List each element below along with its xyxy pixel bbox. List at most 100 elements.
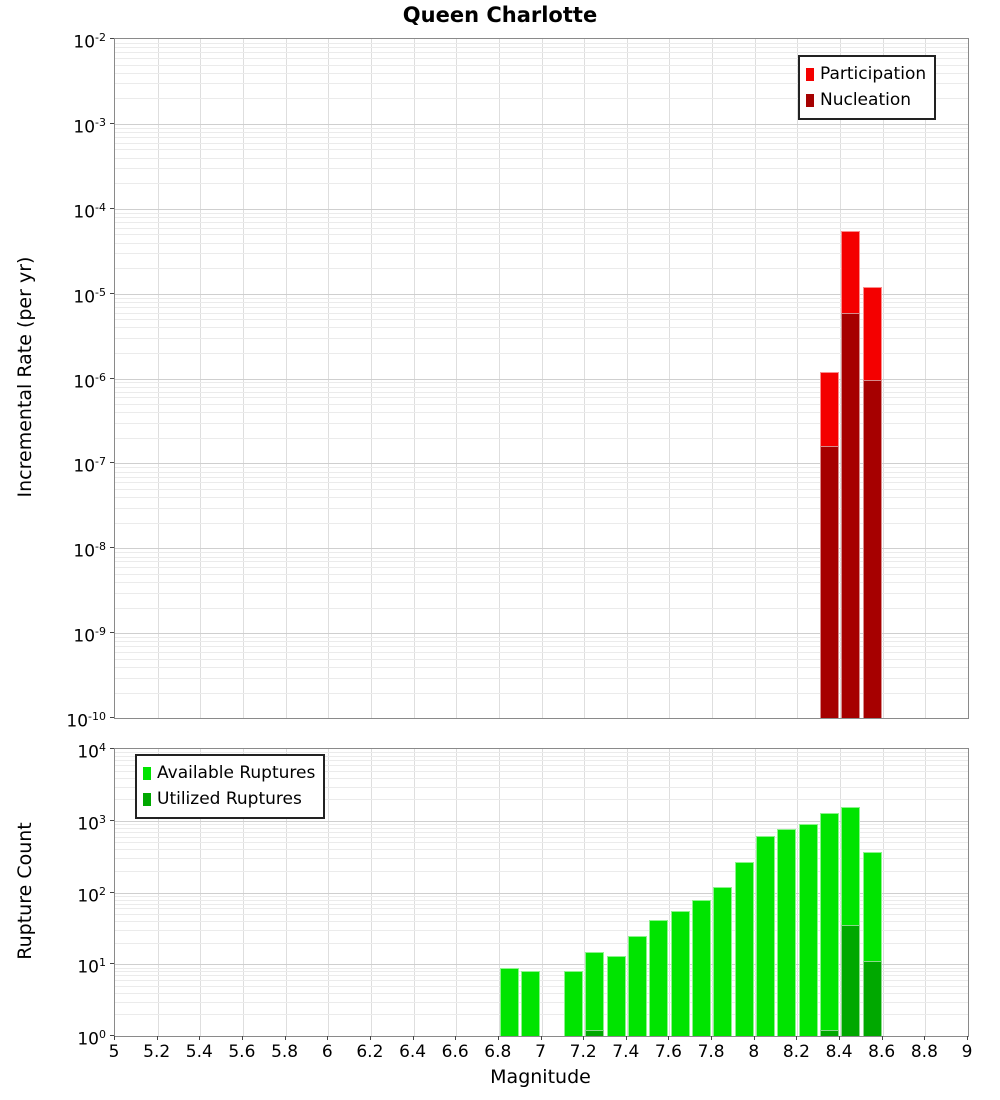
x-tick-label: 5.8 [271, 1042, 299, 1062]
x-tick-mark [540, 1036, 542, 1040]
available-ruptures-swatch [143, 766, 151, 780]
gridline-minor [115, 842, 968, 844]
gridline-minor [115, 312, 968, 314]
x-tick-mark [881, 1036, 883, 1040]
gridline-minor [115, 157, 968, 159]
x-tick-mark [156, 1036, 158, 1040]
gridline-minor [115, 1001, 968, 1003]
gridline-minor [115, 168, 968, 170]
gridline-major [115, 548, 968, 550]
x-tick-label: 7.6 [654, 1042, 682, 1062]
available-ruptures-bar [628, 935, 647, 1036]
legend-item-utilized: Utilized Ruptures [143, 786, 315, 812]
count-legend: Available Ruptures Utilized Ruptures [135, 754, 326, 819]
participation-legend-label: Participation [820, 64, 927, 84]
y-tick-mark [110, 462, 114, 464]
y-tick-label: 100 [77, 1028, 106, 1050]
gridline-minor [115, 132, 968, 134]
gridline-minor [115, 386, 968, 388]
utilized-ruptures-bar [841, 925, 861, 1036]
gridline-minor [115, 52, 968, 54]
available-ruptures-bar [777, 828, 797, 1036]
gridline-minor [115, 980, 968, 982]
gridline-minor [115, 488, 968, 490]
gridline-minor [115, 607, 968, 609]
gridline-minor [115, 467, 968, 469]
gridline-minor [115, 476, 968, 478]
y-tick-label: 10-6 [73, 370, 106, 393]
gridline-major [115, 964, 968, 966]
y-tick-label: 10-7 [73, 455, 106, 478]
available-ruptures-bar [691, 899, 711, 1036]
utilized-ruptures-bar [819, 1030, 839, 1036]
x-tick-mark [583, 1036, 585, 1040]
gridline-vertical [882, 749, 884, 1036]
rate-legend: Participation Nucleation [798, 55, 937, 120]
gridline-minor [115, 827, 968, 829]
gridline-minor [115, 930, 968, 931]
gridline-minor [115, 552, 968, 554]
utilized-legend-label: Utilized Ruptures [157, 789, 302, 809]
gridline-minor [115, 942, 968, 944]
x-tick-mark [327, 1036, 329, 1040]
participation-swatch [806, 67, 814, 81]
x-tick-mark [369, 1036, 371, 1040]
gridline-vertical [882, 39, 884, 718]
gridline-minor [115, 507, 968, 509]
gridline-vertical [413, 39, 415, 718]
x-tick-label: 5.4 [185, 1042, 213, 1062]
gridline-minor [115, 404, 968, 405]
x-tick-label: 7.8 [697, 1042, 725, 1062]
x-tick-label: 6 [321, 1042, 333, 1062]
utilized-ruptures-swatch [143, 792, 151, 806]
gridline-minor [115, 895, 968, 897]
x-tick-mark [839, 1036, 841, 1040]
gridline-major [115, 463, 968, 465]
gridline-minor [115, 582, 968, 583]
gridline-minor [115, 137, 968, 138]
available-ruptures-bar [713, 886, 733, 1036]
gridline-minor [115, 42, 968, 44]
nucleation-bar [841, 312, 861, 718]
x-tick-label: 6.6 [441, 1042, 469, 1062]
gridline-minor [115, 1014, 968, 1016]
x-tick-mark [114, 1036, 115, 1040]
legend-item-nucleation: Nucleation [806, 87, 926, 113]
gridline-vertical [754, 39, 756, 718]
gridline-minor [115, 227, 968, 229]
gridline-minor [115, 556, 968, 558]
nucleation-bar [819, 446, 839, 718]
x-tick-label: 8.2 [782, 1042, 810, 1062]
rate-y-axis-title: Incremental Rate (per yr) [14, 256, 36, 498]
gridline-minor [115, 692, 968, 694]
gridline-minor [115, 870, 968, 872]
y-tick-mark [110, 963, 114, 965]
figure-title: Queen Charlotte [402, 3, 598, 27]
gridline-minor [115, 297, 968, 299]
available-ruptures-bar [521, 971, 541, 1036]
gridline-minor [115, 319, 968, 321]
y-tick-label: 10-8 [73, 540, 106, 562]
gridline-minor [115, 641, 968, 643]
gridline-minor [115, 338, 968, 339]
available-ruptures-bar [564, 971, 583, 1036]
y-tick-label: 101 [77, 956, 106, 978]
x-tick-label: 7.4 [612, 1042, 640, 1062]
x-tick-label: 8.4 [825, 1042, 853, 1062]
x-tick-mark [796, 1036, 798, 1040]
gridline-minor [115, 47, 968, 49]
gridline-minor [115, 921, 968, 923]
gridline-minor [115, 666, 968, 668]
y-tick-label: 10-3 [73, 115, 106, 138]
gridline-minor [115, 903, 968, 905]
gridline-vertical [370, 39, 372, 718]
gridline-minor [115, 268, 968, 270]
gridline-minor [115, 306, 968, 308]
available-ruptures-bar [585, 951, 605, 1036]
gridline-vertical [584, 39, 586, 718]
gridline-minor [115, 677, 968, 679]
gridline-vertical [328, 749, 330, 1036]
available-ruptures-bar [734, 862, 754, 1036]
x-tick-label: 5.6 [228, 1042, 256, 1062]
